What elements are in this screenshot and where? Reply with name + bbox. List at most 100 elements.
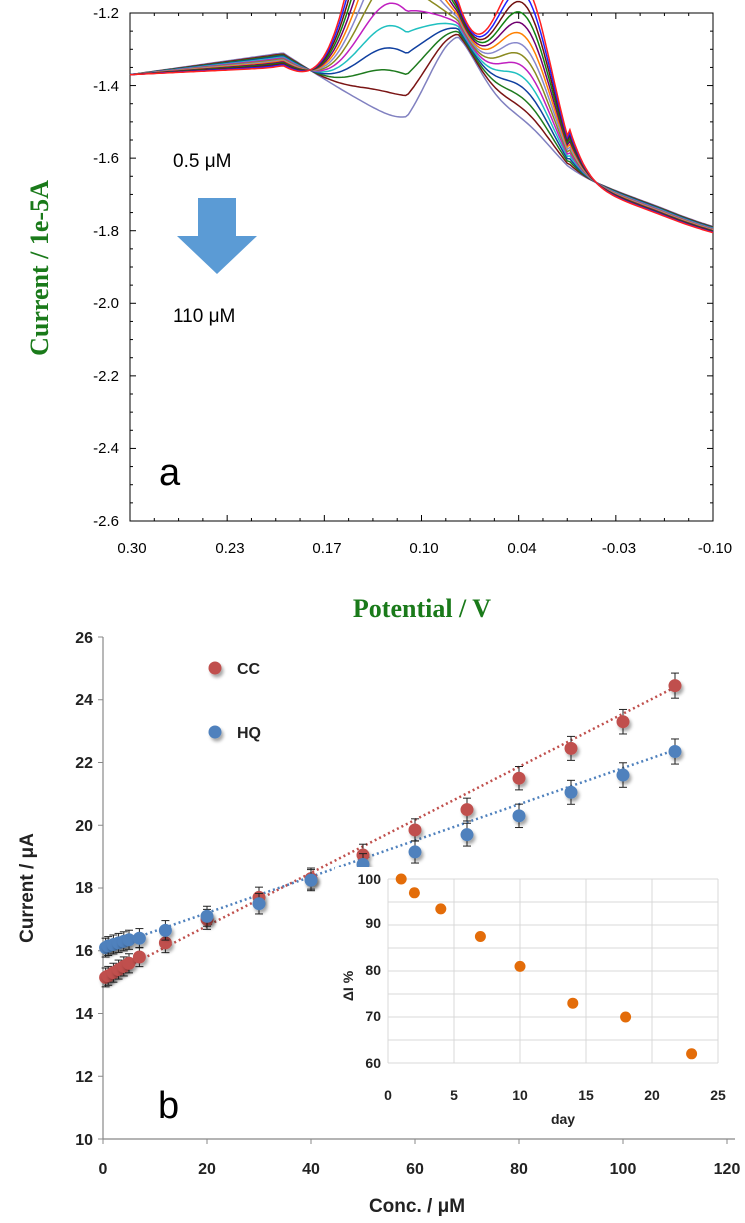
- data-point-cc: [460, 803, 474, 817]
- inset-x-tick-label: 25: [710, 1087, 726, 1103]
- data-point-hq: [460, 828, 474, 842]
- inset-data-point: [620, 1011, 632, 1023]
- y-tick-label: -2.0: [93, 295, 119, 312]
- panel-label-b: b: [158, 1085, 179, 1127]
- x-tick-labels-b: 0 20 40 60 80 100 120: [99, 1161, 741, 1178]
- inset-data-point: [514, 960, 526, 972]
- data-point-hq: [564, 785, 578, 799]
- legend-marker-cc: [208, 661, 222, 675]
- inset-y-tick-label: 80: [365, 962, 381, 978]
- x-axis-label-a: Potential / V: [353, 594, 491, 623]
- data-point-cc: [512, 771, 526, 785]
- data-point-hq: [158, 923, 172, 937]
- data-point-hq: [252, 897, 266, 911]
- y-tick-labels-a: -1.2 -1.4 -1.6 -1.8 -2.0 -2.2 -2.4 -2.6: [93, 5, 119, 530]
- x-tick-label: -0.10: [698, 540, 732, 557]
- voltammogram-curve: [129, 0, 714, 234]
- inset-data-point: [474, 931, 486, 942]
- data-point-cc: [122, 956, 136, 970]
- inset-data-point: [686, 1048, 698, 1060]
- inset-y-axis-label: ΔI %: [340, 970, 356, 1001]
- inset-data-point: [408, 887, 420, 899]
- voltammogram-panel: -1.2 -1.4 -1.6 -1.8 -2.0 -2.2 -2.4 -2.6 …: [25, 0, 732, 623]
- inset-y-tick-label: 90: [365, 915, 381, 931]
- y-axis-label-b: Current / μA: [17, 833, 38, 943]
- y-tick-label: -2.2: [93, 368, 119, 385]
- data-point-hq: [122, 933, 136, 947]
- x-tick-label: 0.04: [507, 540, 536, 557]
- voltammogram-curves: [129, 0, 714, 234]
- x-tick-label: 120: [714, 1161, 741, 1178]
- x-tick-label: 20: [198, 1161, 216, 1178]
- x-tick-label: -0.03: [602, 540, 636, 557]
- y-tick-label: -2.4: [93, 440, 119, 457]
- data-point-cc: [564, 741, 578, 755]
- x-tick-label: 40: [302, 1161, 320, 1178]
- y-tick-label: 16: [75, 943, 93, 960]
- inset-x-tick-label: 5: [450, 1087, 458, 1103]
- y-tick-label: 14: [75, 1006, 93, 1023]
- inset-data-point: [395, 873, 407, 885]
- x-tick-label: 0.23: [215, 540, 244, 557]
- y-tick-label: 10: [75, 1132, 93, 1149]
- x-tick-label: 0.17: [312, 540, 341, 557]
- inset-data-point: [567, 997, 579, 1009]
- inset-x-tick-label: 0: [384, 1087, 392, 1103]
- stability-inset: 60 70 80 90 100 0 5 10 15 20 25 ΔI % day: [335, 867, 733, 1132]
- trend-line: [102, 686, 676, 981]
- inset-x-tick-label: 10: [512, 1087, 528, 1103]
- y-axis-label-a: Current / 1e-5A: [25, 180, 54, 356]
- x-tick-label: 60: [406, 1161, 424, 1178]
- tick-marks-a: [129, 12, 714, 522]
- inset-x-tick-label: 20: [644, 1087, 660, 1103]
- x-tick-label: 80: [510, 1161, 528, 1178]
- trend-line: [102, 748, 676, 951]
- data-point-cc: [668, 679, 682, 693]
- data-point-hq: [512, 809, 526, 823]
- x-tick-label: 0.10: [409, 540, 438, 557]
- inset-y-tick-label: 100: [358, 871, 382, 887]
- data-point-hq: [304, 873, 318, 887]
- inset-x-tick-labels: 0 5 10 15 20 25: [384, 1087, 726, 1103]
- y-tick-label: -1.6: [93, 150, 119, 167]
- legend-marker-hq: [208, 725, 222, 739]
- inset-y-tick-label: 60: [365, 1055, 381, 1071]
- plot-frame-a: [129, 12, 714, 522]
- inset-gridlines: [387, 878, 719, 1064]
- inset-data-point: [435, 903, 447, 915]
- inset-x-tick-label: 15: [578, 1087, 594, 1103]
- legend-label-hq: HQ: [237, 725, 261, 742]
- inset-x-axis-label: day: [551, 1111, 575, 1127]
- inset-background: [335, 867, 733, 1132]
- data-point-cc: [408, 823, 422, 837]
- x-tick-label: 0.30: [117, 540, 146, 557]
- data-point-hq: [408, 845, 422, 859]
- y-tick-label: 12: [75, 1069, 93, 1086]
- x-tick-labels-a: 0.30 0.23 0.17 0.10 0.04 -0.03 -0.10: [117, 540, 732, 557]
- calibration-panel: 10 12 14 16 18 20 22 24 26 0 20 40 60 80…: [17, 630, 740, 1217]
- y-tick-label: 26: [75, 630, 93, 647]
- y-tick-label: 20: [75, 818, 93, 835]
- start-concentration-label: 0.5 μM: [173, 151, 231, 172]
- y-tick-label: 18: [75, 880, 93, 897]
- y-tick-label: -1.4: [93, 78, 119, 95]
- end-concentration-label: 110 μM: [173, 306, 235, 327]
- inset-y-tick-label: 70: [365, 1008, 381, 1024]
- data-point-cc: [132, 950, 146, 964]
- y-tick-labels-b: 10 12 14 16 18 20 22 24 26: [75, 630, 93, 1149]
- x-axis-label-b: Conc. / μM: [369, 1196, 465, 1217]
- trend-lines: [102, 686, 676, 981]
- data-point-hq: [132, 931, 146, 945]
- y-tick-label: -1.8: [93, 223, 119, 240]
- tick-marks-b: [98, 636, 728, 1144]
- panel-label-a: a: [159, 452, 181, 494]
- data-point-hq: [668, 745, 682, 759]
- x-tick-label: 100: [610, 1161, 637, 1178]
- y-tick-label: -2.6: [93, 513, 119, 530]
- inset-data-points: [395, 873, 698, 1060]
- data-point-hq: [616, 768, 630, 782]
- legend-label-cc: CC: [237, 661, 261, 678]
- y-tick-label: 24: [75, 692, 93, 709]
- y-tick-label: -1.2: [93, 5, 119, 22]
